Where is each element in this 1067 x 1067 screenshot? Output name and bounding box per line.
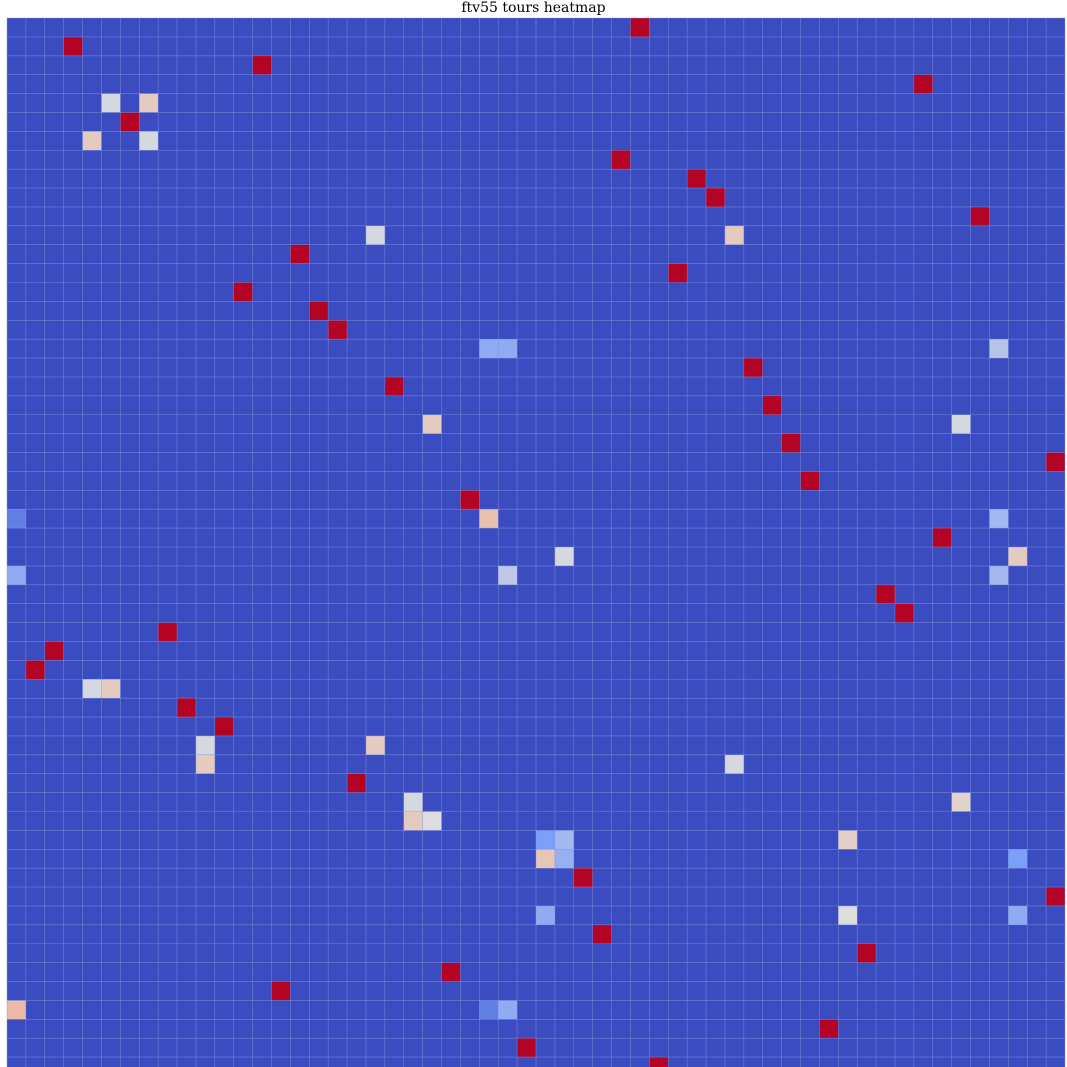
heatmap-cell bbox=[365, 735, 385, 755]
heatmap-cell bbox=[328, 320, 348, 340]
heatmap-cell bbox=[422, 811, 442, 831]
chart-title: ftv55 tours heatmap bbox=[461, 0, 606, 16]
heatmap-cell bbox=[365, 225, 385, 245]
heatmap-cell bbox=[630, 18, 650, 37]
heatmap-cell bbox=[592, 924, 612, 944]
heatmap-cell bbox=[894, 603, 914, 623]
heatmap-cell bbox=[1008, 849, 1028, 869]
heatmap-cell bbox=[233, 282, 253, 302]
heatmap-cell bbox=[819, 1019, 839, 1039]
heatmap-cell bbox=[214, 717, 234, 736]
heatmap-cell bbox=[1008, 547, 1028, 566]
heatmap-cell bbox=[932, 528, 952, 547]
heatmap-cell bbox=[195, 754, 215, 774]
heatmap-cell bbox=[7, 509, 26, 529]
heatmap-cell bbox=[403, 811, 423, 831]
heatmap-cell bbox=[195, 735, 215, 755]
heatmap-cell bbox=[800, 471, 820, 491]
heatmap-cell bbox=[951, 414, 971, 434]
heatmap-cell bbox=[479, 1000, 499, 1020]
heatmap-cell bbox=[347, 773, 366, 793]
heatmap-cell bbox=[403, 792, 423, 812]
heatmap-cell bbox=[913, 74, 933, 94]
heatmap-cell bbox=[498, 1000, 518, 1020]
heatmap-cell bbox=[7, 565, 26, 585]
heatmap-cell bbox=[611, 150, 631, 170]
heatmap-cell bbox=[82, 131, 102, 151]
heatmap-cell bbox=[1046, 887, 1065, 906]
heatmap-cell bbox=[101, 93, 121, 113]
heatmap-cell bbox=[724, 754, 744, 774]
heatmap-cell bbox=[422, 414, 442, 434]
heatmap-cell bbox=[781, 433, 801, 453]
heatmap-cell bbox=[554, 849, 574, 869]
heatmap-cell bbox=[951, 792, 971, 812]
heatmap-cell bbox=[687, 169, 707, 189]
heatmap-cell bbox=[479, 339, 499, 359]
heatmap-cell bbox=[63, 36, 83, 56]
heatmap-cell bbox=[25, 660, 45, 680]
heatmap-cell bbox=[252, 55, 272, 75]
heatmap-cell bbox=[536, 830, 555, 850]
heatmap-cell bbox=[517, 1038, 536, 1058]
heatmap-cell bbox=[309, 301, 329, 321]
heatmap-cell bbox=[139, 93, 159, 113]
heatmap-cell bbox=[1008, 905, 1028, 925]
heatmap-cell bbox=[7, 1000, 26, 1020]
heatmap-cell bbox=[724, 225, 744, 245]
heatmap-cell bbox=[82, 679, 102, 699]
heatmap-cell bbox=[1046, 452, 1065, 472]
heatmap-cell bbox=[460, 490, 480, 510]
heatmap-cell bbox=[838, 830, 858, 850]
heatmap-cell bbox=[743, 358, 763, 377]
heatmap-cell bbox=[139, 131, 159, 151]
heatmap-cell bbox=[838, 905, 858, 925]
heatmap-cell bbox=[668, 263, 688, 283]
heatmap-grid bbox=[6, 17, 1066, 1067]
heatmap-cell bbox=[706, 188, 725, 207]
heatmap-cell bbox=[384, 376, 404, 396]
heatmap-cell bbox=[536, 849, 555, 869]
heatmap-cell bbox=[554, 547, 574, 566]
heatmap-cell bbox=[44, 641, 64, 661]
heatmap-cell bbox=[989, 339, 1009, 359]
heatmap-cell bbox=[177, 698, 196, 718]
heatmap-cell bbox=[479, 509, 499, 529]
heatmap-cell bbox=[498, 339, 518, 359]
heatmap-cell bbox=[989, 509, 1009, 529]
heatmap-cell bbox=[649, 1057, 669, 1067]
heatmap-cell bbox=[970, 206, 990, 226]
heatmap-cell bbox=[271, 981, 291, 1001]
heatmap-cell bbox=[989, 565, 1009, 585]
heatmap-cell bbox=[441, 962, 461, 982]
heatmap-cells bbox=[7, 18, 1065, 1067]
heatmap-cell bbox=[762, 395, 782, 415]
heatmap-cell bbox=[120, 112, 140, 132]
heatmap-cell bbox=[101, 679, 121, 699]
heatmap-cell bbox=[857, 943, 877, 963]
heatmap-cell bbox=[498, 565, 518, 585]
heatmap-cell bbox=[876, 584, 895, 604]
heatmap-cell bbox=[573, 868, 593, 888]
heatmap-cell bbox=[554, 830, 574, 850]
heatmap-cell bbox=[290, 244, 310, 264]
heatmap-cell bbox=[536, 905, 555, 925]
heatmap-cell bbox=[158, 622, 178, 642]
